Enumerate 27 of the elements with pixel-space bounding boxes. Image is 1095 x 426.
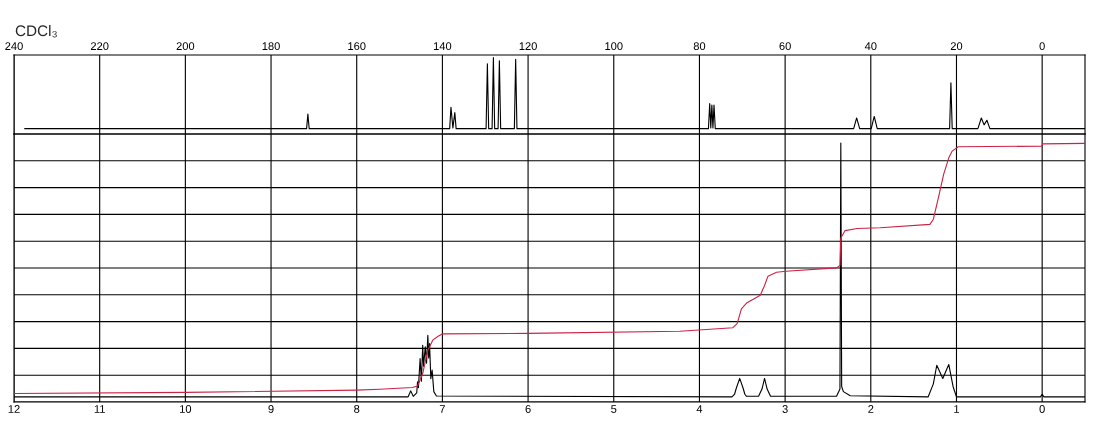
x-tick-label: 60 [779,42,791,51]
x-tick-label: 7 [439,405,445,413]
x-tick-label: 200 [176,42,195,51]
x-tick-label: 2 [868,405,874,413]
x-tick-label: 140 [433,42,452,51]
x-tick-label: 3 [782,405,788,413]
x-tick-label: 80 [693,42,706,51]
x-tick-label: 240 [5,42,23,51]
x-tick-label: 100 [605,42,623,51]
x-tick-label: 9 [268,405,274,413]
x-tick-label: 8 [354,405,360,413]
x-tick-label: 40 [864,42,877,51]
x-tick-label: 0 [1039,42,1045,51]
x-tick-label: 0 [1039,405,1045,413]
x-tick-label: 10 [180,405,192,413]
x-tick-label: 1 [954,405,960,413]
x-tick-label: 180 [262,42,280,51]
x-tick-label: 12 [8,405,20,413]
text: CDCl₃ [15,24,57,38]
x-tick-label: 11 [94,405,105,413]
x-tick-label: 160 [348,42,366,51]
x-tick-label: 4 [696,405,703,413]
x-tick-label: 5 [611,405,617,413]
x-tick-label: 6 [525,405,531,413]
x-tick-label: 120 [519,42,537,51]
x-tick-label: 20 [950,42,963,51]
x-tick-label: 220 [90,42,109,51]
